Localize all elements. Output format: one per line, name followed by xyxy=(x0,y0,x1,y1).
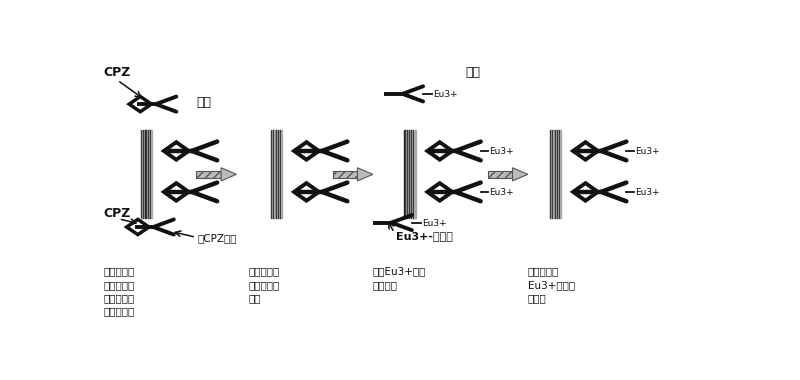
Text: Eu3+: Eu3+ xyxy=(635,147,660,156)
Bar xyxy=(487,171,513,178)
Bar xyxy=(278,130,279,218)
Bar xyxy=(560,130,562,218)
Text: 抗原包被板
上加入被测
物（游离抗
原）和抗体: 抗原包被板 上加入被测 物（游离抗 原）和抗体 xyxy=(103,266,134,316)
Text: 温育: 温育 xyxy=(466,66,481,79)
Bar xyxy=(559,130,560,218)
Bar xyxy=(554,130,556,218)
Bar xyxy=(557,130,558,218)
Text: 温育: 温育 xyxy=(196,96,211,109)
Bar xyxy=(556,130,557,218)
Bar xyxy=(144,130,146,218)
Bar xyxy=(558,130,559,218)
Bar xyxy=(281,130,282,218)
Bar xyxy=(280,130,281,218)
Bar xyxy=(196,171,221,178)
Text: CPZ: CPZ xyxy=(103,207,130,220)
Bar xyxy=(271,130,272,218)
Text: Eu3+: Eu3+ xyxy=(490,188,514,197)
Bar xyxy=(274,130,275,218)
Bar xyxy=(409,130,410,218)
Bar xyxy=(149,130,150,218)
Bar xyxy=(408,130,409,218)
Text: 洗去游离的
抗原抗体复
合物: 洗去游离的 抗原抗体复 合物 xyxy=(249,266,280,303)
Bar xyxy=(279,130,280,218)
Text: 加入Eu3+标记
的羊抗兔: 加入Eu3+标记 的羊抗兔 xyxy=(373,266,426,290)
Bar xyxy=(275,130,277,218)
Text: Eu3+: Eu3+ xyxy=(434,90,458,99)
Bar xyxy=(412,130,414,218)
Bar xyxy=(141,130,142,218)
Bar xyxy=(410,130,411,218)
Text: Eu3+: Eu3+ xyxy=(635,188,660,197)
Text: Eu3+-羊抗兔: Eu3+-羊抗兔 xyxy=(396,231,454,241)
Text: Eu3+: Eu3+ xyxy=(422,218,447,228)
Bar xyxy=(150,130,151,218)
Bar xyxy=(277,130,278,218)
Bar xyxy=(143,130,144,218)
Text: CPZ: CPZ xyxy=(103,66,130,79)
Polygon shape xyxy=(513,168,528,181)
Bar xyxy=(411,130,412,218)
Bar xyxy=(142,130,143,218)
Bar xyxy=(552,130,554,218)
Bar xyxy=(333,171,358,178)
Text: 抗CPZ单体: 抗CPZ单体 xyxy=(198,234,238,244)
Text: 洗去游离的
Eu3+标记的
羊抗兔: 洗去游离的 Eu3+标记的 羊抗兔 xyxy=(528,266,575,303)
Bar xyxy=(406,130,408,218)
Bar xyxy=(551,130,552,218)
Bar xyxy=(405,130,406,218)
Bar xyxy=(151,130,152,218)
Bar xyxy=(414,130,415,218)
Polygon shape xyxy=(221,168,237,181)
Polygon shape xyxy=(358,168,373,181)
Bar xyxy=(272,130,274,218)
Bar xyxy=(550,130,551,218)
Bar xyxy=(148,130,149,218)
Text: Eu3+: Eu3+ xyxy=(490,147,514,156)
Bar xyxy=(146,130,148,218)
